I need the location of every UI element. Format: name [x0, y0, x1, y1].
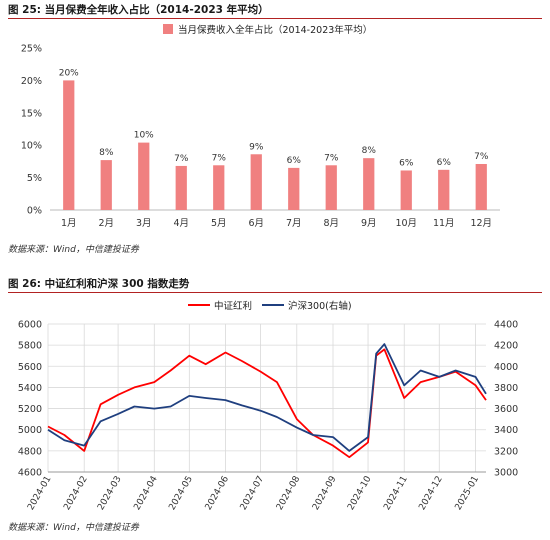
- line-x-tick-label: 2024-02: [62, 475, 89, 513]
- bar-y-tick-label: 0%: [27, 206, 42, 217]
- line-legend-label-left: 中证红利: [214, 300, 252, 312]
- bar-x-tick-label: 7月: [286, 218, 302, 229]
- bar-y-tick-label: 20%: [21, 76, 42, 87]
- bar: [250, 154, 262, 210]
- bar-y-tick-label: 5%: [27, 173, 42, 184]
- line-y-right-tick-label: 3400: [494, 425, 518, 436]
- bar: [138, 142, 150, 210]
- line-y-right-tick-label: 3800: [494, 383, 518, 394]
- bar-legend-label: 当月保费收入全年占比（2014-2023年平均）: [178, 24, 372, 36]
- line-x-tick-label: 2024-03: [96, 475, 123, 513]
- bar-x-tick-label: 10月: [395, 218, 417, 229]
- line-y-right-tick-label: 4000: [494, 362, 518, 373]
- figure-25-title: 图 25: 当月保费全年收入占比（2014-2023 年平均）: [8, 4, 269, 16]
- line-y-right-tick-label: 3600: [494, 404, 518, 415]
- bar-y-tick-label: 25%: [21, 44, 42, 55]
- line-x-tick-label: 2024-09: [311, 474, 339, 512]
- bar-x-tick-label: 12月: [470, 218, 492, 229]
- bar-data-label: 20%: [59, 68, 79, 78]
- bar-x-tick-label: 2月: [98, 218, 114, 229]
- line-x-tick-label: 2024-01: [26, 475, 53, 513]
- bar: [400, 170, 412, 210]
- line-y-right-tick-label: 3000: [494, 468, 518, 479]
- line-legend: 中证红利 沪深300(右轴): [188, 300, 352, 312]
- line-x-tick-label: 2024-10: [346, 474, 374, 512]
- line-x-tick-label: 2025-01: [454, 475, 481, 513]
- bar-y-tick-label: 15%: [21, 108, 42, 119]
- line-x-tick-label: 2024-06: [204, 474, 232, 512]
- line-series-csi-dividend: [47, 348, 487, 459]
- figure-26-rule: [8, 292, 542, 293]
- bar-data-label: 8%: [362, 146, 377, 156]
- bar-x-tick-label: 5月: [211, 218, 227, 229]
- bar-data-label: 7%: [174, 154, 189, 164]
- line-y-right-tick-label: 4200: [494, 341, 518, 352]
- bar-chart: 当月保费收入全年占比（2014-2023年平均） 0% 5% 10% 15% 20% 25%…: [21, 24, 500, 229]
- line-y-left-tick-label: 5800: [18, 341, 42, 352]
- bar-legend-swatch: [163, 24, 173, 34]
- bar-data-label: 6%: [287, 156, 302, 166]
- line-y-left-tick-label: 5600: [18, 362, 42, 373]
- line-y-left-tick-label: 5400: [18, 383, 42, 394]
- line-y-right-tick-label: 4400: [494, 320, 518, 331]
- line-x-tick-label: 2024-04: [132, 474, 160, 512]
- bar-data-label: 7%: [212, 153, 227, 163]
- line-chart: 中证红利 沪深300(右轴) 4600 4800 5000 5200 5400 5600 580…: [18, 300, 518, 513]
- line-legend-label-right: 沪深300(右轴): [288, 300, 352, 312]
- bar-x-tick-label: 9月: [361, 218, 377, 229]
- line-y-left-tick-label: 6000: [18, 320, 42, 331]
- line-x-tick-label: 2024-08: [275, 474, 303, 512]
- bar: [63, 80, 75, 211]
- line-y-left-tick-label: 4600: [18, 468, 42, 479]
- bar-data-label: 7%: [324, 153, 339, 163]
- bar-data-label: 7%: [474, 152, 489, 162]
- bar: [438, 169, 450, 210]
- line-y-left-tick-label: 5200: [18, 404, 42, 415]
- bar: [100, 160, 112, 210]
- bar-x-tick-label: 1月: [61, 218, 77, 229]
- figure-25-rule: [8, 18, 542, 19]
- bar-data-label: 10%: [134, 131, 154, 141]
- line-y-left-tick-label: 4800: [18, 446, 42, 457]
- figure-26-title: 图 26: 中证红利和沪深 300 指数走势: [8, 278, 190, 290]
- figure-25-source: 数据来源：Wind，中信建投证券: [8, 245, 139, 255]
- figure-26-source: 数据来源：Wind，中信建投证券: [8, 523, 139, 533]
- line-x-tick-label: 2024-07: [239, 475, 266, 513]
- bar-x-tick-label: 11月: [433, 218, 455, 229]
- line-x-tick-label: 2024-12: [417, 475, 444, 513]
- bar-data-label: 8%: [99, 148, 114, 158]
- bar: [363, 158, 375, 210]
- bar-x-tick-label: 4月: [173, 218, 189, 229]
- bar-y-tick-label: 10%: [21, 141, 42, 152]
- line-y-left-tick-label: 5000: [18, 425, 42, 436]
- bar: [325, 165, 337, 210]
- bar: [475, 163, 487, 210]
- bar-legend: 当月保费收入全年占比（2014-2023年平均）: [163, 24, 372, 36]
- bar-data-label: 6%: [437, 158, 452, 168]
- bar-x-tick-label: 8月: [323, 218, 339, 229]
- line-x-tick-label: 2024-05: [167, 475, 194, 513]
- bar-x-tick-label: 3月: [136, 218, 152, 229]
- bar: [288, 167, 300, 210]
- line-y-right-tick-label: 3200: [494, 446, 518, 457]
- bar-x-tick-label: 6月: [248, 218, 264, 229]
- bar: [213, 165, 225, 210]
- line-x-tick-label: 2024-11: [382, 475, 409, 513]
- bar-data-label: 9%: [249, 142, 264, 152]
- bar: [175, 165, 187, 210]
- line-series-csi300: [47, 343, 487, 452]
- bar-data-label: 6%: [399, 158, 414, 168]
